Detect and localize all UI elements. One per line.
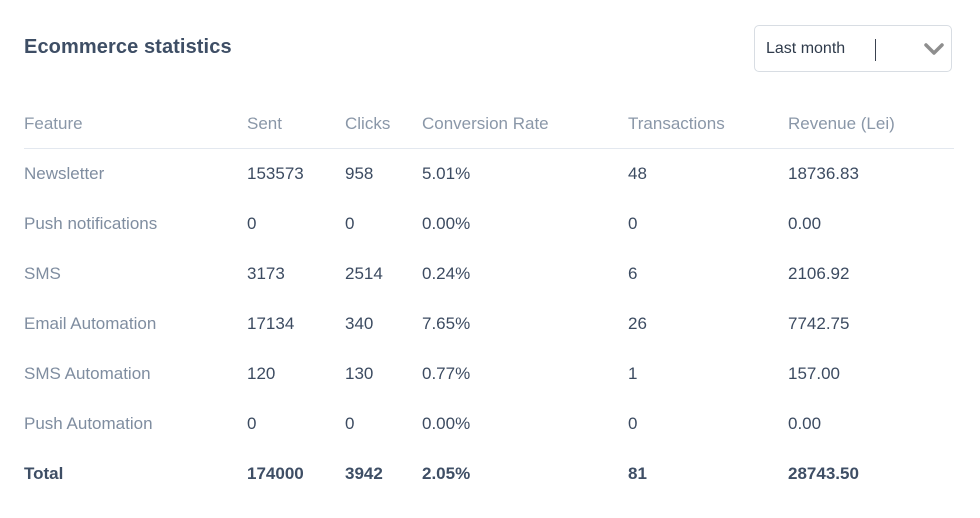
cell-revenue: 28743.50 — [788, 464, 859, 483]
cell-feature: Total — [24, 464, 64, 483]
cell-revenue: 157.00 — [788, 364, 840, 383]
cell-conversion-rate: 7.65% — [422, 314, 471, 333]
cell-transactions: 0 — [628, 214, 638, 233]
column-header-feature: Feature — [24, 99, 247, 149]
cell-transactions: 6 — [628, 264, 638, 283]
table-row: SMS Automation 120 130 0.77% 1 157.00 — [24, 349, 954, 399]
cell-revenue: 7742.75 — [788, 314, 850, 333]
cell-sent: 153573 — [247, 164, 304, 183]
column-header-transactions: Transactions — [628, 99, 788, 149]
cell-transactions: 1 — [628, 364, 638, 383]
cell-revenue: 0.00 — [788, 414, 822, 433]
cell-conversion-rate: 0.00% — [422, 414, 471, 433]
cell-feature: SMS Automation — [24, 364, 151, 383]
cell-conversion-rate: 0.24% — [422, 264, 471, 283]
cell-feature: Newsletter — [24, 164, 105, 183]
cell-clicks: 0 — [345, 214, 355, 233]
cell-sent: 120 — [247, 364, 276, 383]
cell-conversion-rate: 0.77% — [422, 364, 471, 383]
cell-sent: 3173 — [247, 264, 285, 283]
period-select[interactable]: Last month — [754, 25, 952, 72]
ecommerce-stats-table: Feature Sent Clicks Conversion Rate Tran… — [24, 99, 954, 499]
cell-feature: SMS — [24, 264, 61, 283]
column-header-revenue: Revenue (Lei) — [788, 99, 954, 149]
page-title: Ecommerce statistics — [24, 36, 232, 58]
column-header-clicks: Clicks — [345, 99, 422, 149]
cell-sent: 17134 — [247, 314, 295, 333]
cell-clicks: 2514 — [345, 264, 383, 283]
table-row: Push Automation 0 0 0.00% 0 0.00 — [24, 399, 954, 449]
cell-clicks: 0 — [345, 414, 355, 433]
cell-revenue: 2106.92 — [788, 264, 850, 283]
table-total-row: Total 174000 3942 2.05% 81 28743.50 — [24, 449, 954, 499]
cell-transactions: 26 — [628, 314, 647, 333]
cell-transactions: 48 — [628, 164, 647, 183]
cell-sent: 174000 — [247, 464, 304, 483]
table-row: Newsletter 153573 958 5.01% 48 18736.83 — [24, 149, 954, 200]
table-row: Email Automation 17134 340 7.65% 26 7742… — [24, 299, 954, 349]
cell-clicks: 3942 — [345, 464, 383, 483]
cell-conversion-rate: 0.00% — [422, 214, 471, 233]
cell-clicks: 958 — [345, 164, 374, 183]
period-select-value: Last month — [766, 40, 846, 57]
cell-conversion-rate: 2.05% — [422, 464, 471, 483]
cell-revenue: 18736.83 — [788, 164, 859, 183]
table-header-row: Feature Sent Clicks Conversion Rate Tran… — [24, 99, 954, 149]
cell-conversion-rate: 5.01% — [422, 164, 471, 183]
text-cursor — [875, 39, 876, 61]
cell-transactions: 81 — [628, 464, 647, 483]
cell-transactions: 0 — [628, 414, 638, 433]
table-row: Push notifications 0 0 0.00% 0 0.00 — [24, 199, 954, 249]
cell-feature: Push Automation — [24, 414, 153, 433]
column-header-sent: Sent — [247, 99, 345, 149]
cell-clicks: 340 — [345, 314, 374, 333]
cell-sent: 0 — [247, 214, 257, 233]
cell-feature: Push notifications — [24, 214, 158, 233]
cell-revenue: 0.00 — [788, 214, 822, 233]
table-row: SMS 3173 2514 0.24% 6 2106.92 — [24, 249, 954, 299]
cell-clicks: 130 — [345, 364, 374, 383]
cell-sent: 0 — [247, 414, 257, 433]
chevron-down-icon — [924, 43, 944, 55]
cell-feature: Email Automation — [24, 314, 157, 333]
column-header-conversion-rate: Conversion Rate — [422, 99, 628, 149]
